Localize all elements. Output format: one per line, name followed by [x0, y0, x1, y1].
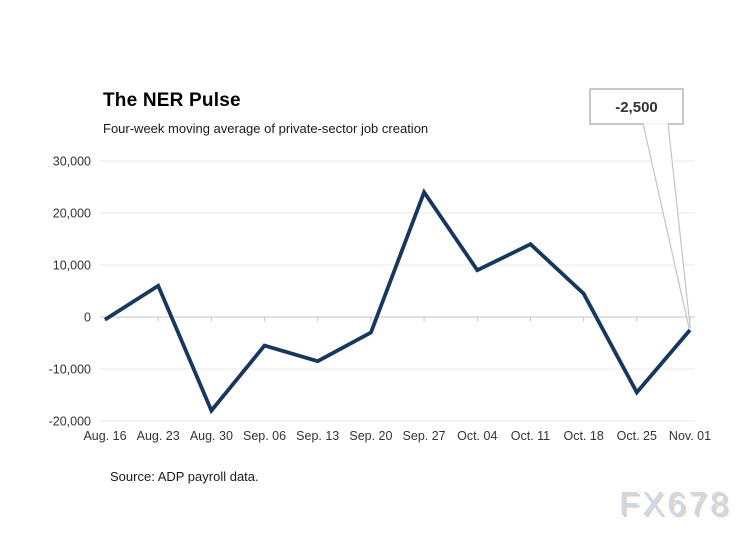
y-tick-label: -20,000: [49, 415, 91, 429]
data-series-layer: [103, 188, 692, 415]
y-axis-labels: -20,000 -10,000 0 10,000 20,000 30,000: [49, 155, 91, 429]
x-tick-label: Sep. 27: [403, 429, 446, 443]
callout-value: -2,500: [615, 99, 658, 116]
x-tick-label: Aug. 23: [137, 429, 180, 443]
gridlines-layer: [100, 160, 695, 422]
x-tick-label: Sep. 20: [349, 429, 392, 443]
y-tick-label: 20,000: [53, 207, 91, 221]
job-creation-line: [103, 188, 692, 415]
x-axis-labels: Aug. 16 Aug. 23 Aug. 30 Sep. 06 Sep. 13 Sep. …: [83, 429, 711, 443]
watermark: FX678: [619, 485, 732, 522]
x-tick-label: Sep. 06: [243, 429, 286, 443]
y-tick-label: 0: [84, 311, 91, 325]
callout-tail-right-edge: [667, 123, 691, 329]
x-tick-label: Aug. 30: [190, 429, 233, 443]
x-tick-label: Aug. 16: [83, 429, 126, 443]
y-tick-label: 10,000: [53, 259, 91, 273]
x-tick-label: Oct. 25: [617, 429, 657, 443]
x-tick-label: Oct. 18: [563, 429, 603, 443]
y-tick-label: 30,000: [53, 155, 91, 169]
x-tick-label: Sep. 13: [296, 429, 339, 443]
y-tick-label: -10,000: [49, 363, 91, 377]
callout-box: [589, 88, 684, 125]
callout-tail-left-edge: [642, 123, 690, 329]
chart-title: The NER Pulse: [103, 90, 241, 111]
annotation-callout: -2,500: [589, 88, 691, 329]
x-tick-label: Oct. 04: [457, 429, 497, 443]
source-note: Source: ADP payroll data.: [110, 469, 259, 484]
chart-subtitle: Four-week moving average of private-sect…: [103, 121, 429, 136]
x-tick-label: Oct. 11: [511, 429, 550, 443]
x-tick-label: Nov. 01: [669, 429, 711, 443]
